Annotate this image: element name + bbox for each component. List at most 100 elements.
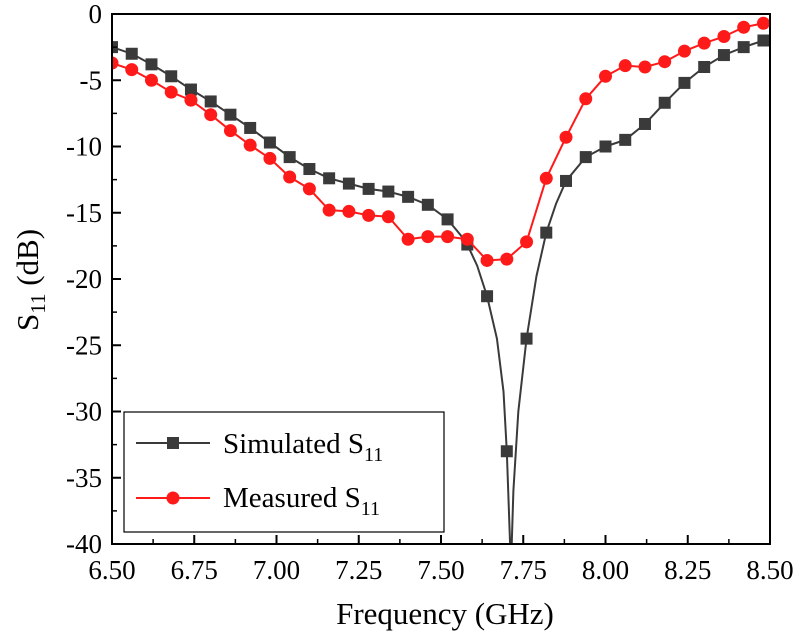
data-point-simulated [540,226,553,239]
data-point-simulated [283,151,296,164]
data-point-measured [539,171,553,185]
data-point-simulated [678,76,691,89]
y-axis-title-subscript: 11 [26,294,50,314]
data-point-simulated [599,140,612,153]
data-point-measured [421,230,435,244]
data-point-measured [756,16,770,30]
data-point-simulated [658,96,671,109]
data-point-simulated [224,108,237,121]
x-tick-label: 6.50 [88,555,135,585]
data-point-measured [263,151,277,165]
data-point-simulated [184,83,197,96]
legend-entry-measured: Measured S11 [136,482,380,520]
series-simulated [112,34,770,544]
legend: Simulated S11 Measured S11 [123,411,445,533]
data-point-measured [362,208,376,222]
data-point-measured [658,55,672,69]
data-point-simulated [244,121,257,134]
data-point-simulated [619,133,632,146]
y-tick-label: -5 [80,65,103,95]
data-point-simulated [204,95,217,108]
data-point-measured [677,44,691,58]
data-point-measured [243,138,257,152]
data-point-simulated [500,445,513,458]
data-point-simulated [323,172,336,185]
data-point-simulated [263,136,276,149]
data-point-simulated [165,70,178,83]
series-line-measured [112,22,764,262]
data-point-simulated [362,182,375,195]
data-point-measured [697,36,711,50]
data-point-measured [322,203,336,217]
data-point-simulated [757,34,770,47]
data-point-measured [559,130,573,144]
data-point-simulated [441,213,454,226]
data-point-simulated [421,198,434,211]
data-point-measured [717,30,731,44]
data-point-simulated [560,174,573,187]
data-point-measured [164,85,178,99]
x-tick-label: 8.50 [746,555,793,585]
data-point-measured [500,252,514,266]
data-point-simulated [737,41,750,54]
x-tick-label: 7.75 [500,555,547,585]
data-point-measured [441,230,455,244]
data-point-simulated [342,177,355,190]
legend-entry-simulated: Simulated S11 [136,428,383,466]
x-axis-title: Frequency (GHz) [336,596,554,631]
data-point-simulated [520,332,533,345]
x-tick-label: 7.50 [417,555,464,585]
data-point-measured [599,69,612,83]
data-point-measured [223,124,237,138]
y-axis-title-main: S [10,314,45,331]
data-point-measured [144,73,158,87]
y-tick-label: -10 [66,132,102,162]
data-point-simulated [481,290,494,303]
data-point-measured [737,20,751,34]
data-point-simulated [145,58,158,71]
y-axis-title: S11 (dB) [10,229,50,331]
data-point-measured [579,92,593,106]
data-point-measured [381,210,395,224]
y-tick-label: -25 [66,330,102,360]
y-tick-label: -20 [66,264,102,294]
y-tick-label: 0 [89,0,103,29]
data-point-measured [112,56,119,70]
data-point-measured [460,232,474,246]
x-tick-label: 8.25 [664,555,711,585]
x-tick-label: 8.00 [582,555,629,585]
legend-box [123,411,445,533]
data-point-measured [283,170,297,184]
data-point-simulated [717,49,730,62]
data-point-simulated [402,190,415,203]
legend-label-measured: Measured S11 [223,482,380,520]
legend-marker-measured [166,491,180,505]
data-point-measured [302,182,316,196]
data-point-simulated [638,117,651,130]
data-point-simulated [125,47,138,60]
data-point-measured [184,93,198,107]
series-layer [112,16,770,544]
data-point-simulated [303,163,316,176]
data-point-measured [204,108,218,122]
series-line-simulated [112,38,770,544]
data-point-simulated [579,151,592,164]
legend-marker-simulated [167,437,179,449]
axes-layer: 6.50 6.75 7.00 7.25 7.50 7.75 8.00 8.25 8.50 0 -5 -… [66,0,794,585]
data-point-simulated [382,185,395,198]
data-point-measured [480,253,494,267]
data-point-measured [401,232,415,246]
y-tick-label: -15 [66,198,102,228]
data-point-measured [342,204,356,218]
x-tick-label: 7.00 [253,555,300,585]
y-axis-title-unit: (dB) [10,229,45,294]
y-tick-label: -35 [66,463,102,493]
legend-label-simulated: Simulated S11 [223,428,383,466]
data-point-measured [618,59,632,73]
data-point-measured [638,60,652,74]
data-point-measured [520,235,534,249]
x-tick-label: 7.25 [335,555,382,585]
y-tick-label: -30 [66,397,102,427]
